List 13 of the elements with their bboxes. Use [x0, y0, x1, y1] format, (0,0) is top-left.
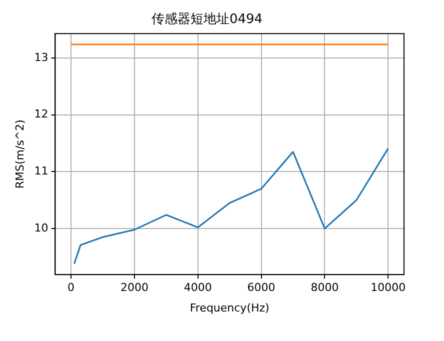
x-tick-label: 6000 [247, 281, 276, 294]
chart-title: 传感器短地址0494 [151, 12, 263, 28]
x-tick-label: 10000 [370, 281, 406, 294]
x-tick-label: 4000 [184, 281, 212, 294]
y-tick-label: 10 [34, 221, 48, 234]
x-tick-label: 2000 [120, 281, 148, 294]
y-tick-label: 11 [34, 164, 48, 178]
x-tick-label: 8000 [310, 281, 339, 294]
y-tick-label: 12 [34, 108, 48, 121]
y-axis-title: RMS(m/s^2) [13, 120, 26, 189]
x-tick-label: 0 [68, 281, 75, 294]
x-axis-title: Frequency(Hz) [190, 301, 270, 314]
y-tick-label: 13 [34, 50, 48, 64]
